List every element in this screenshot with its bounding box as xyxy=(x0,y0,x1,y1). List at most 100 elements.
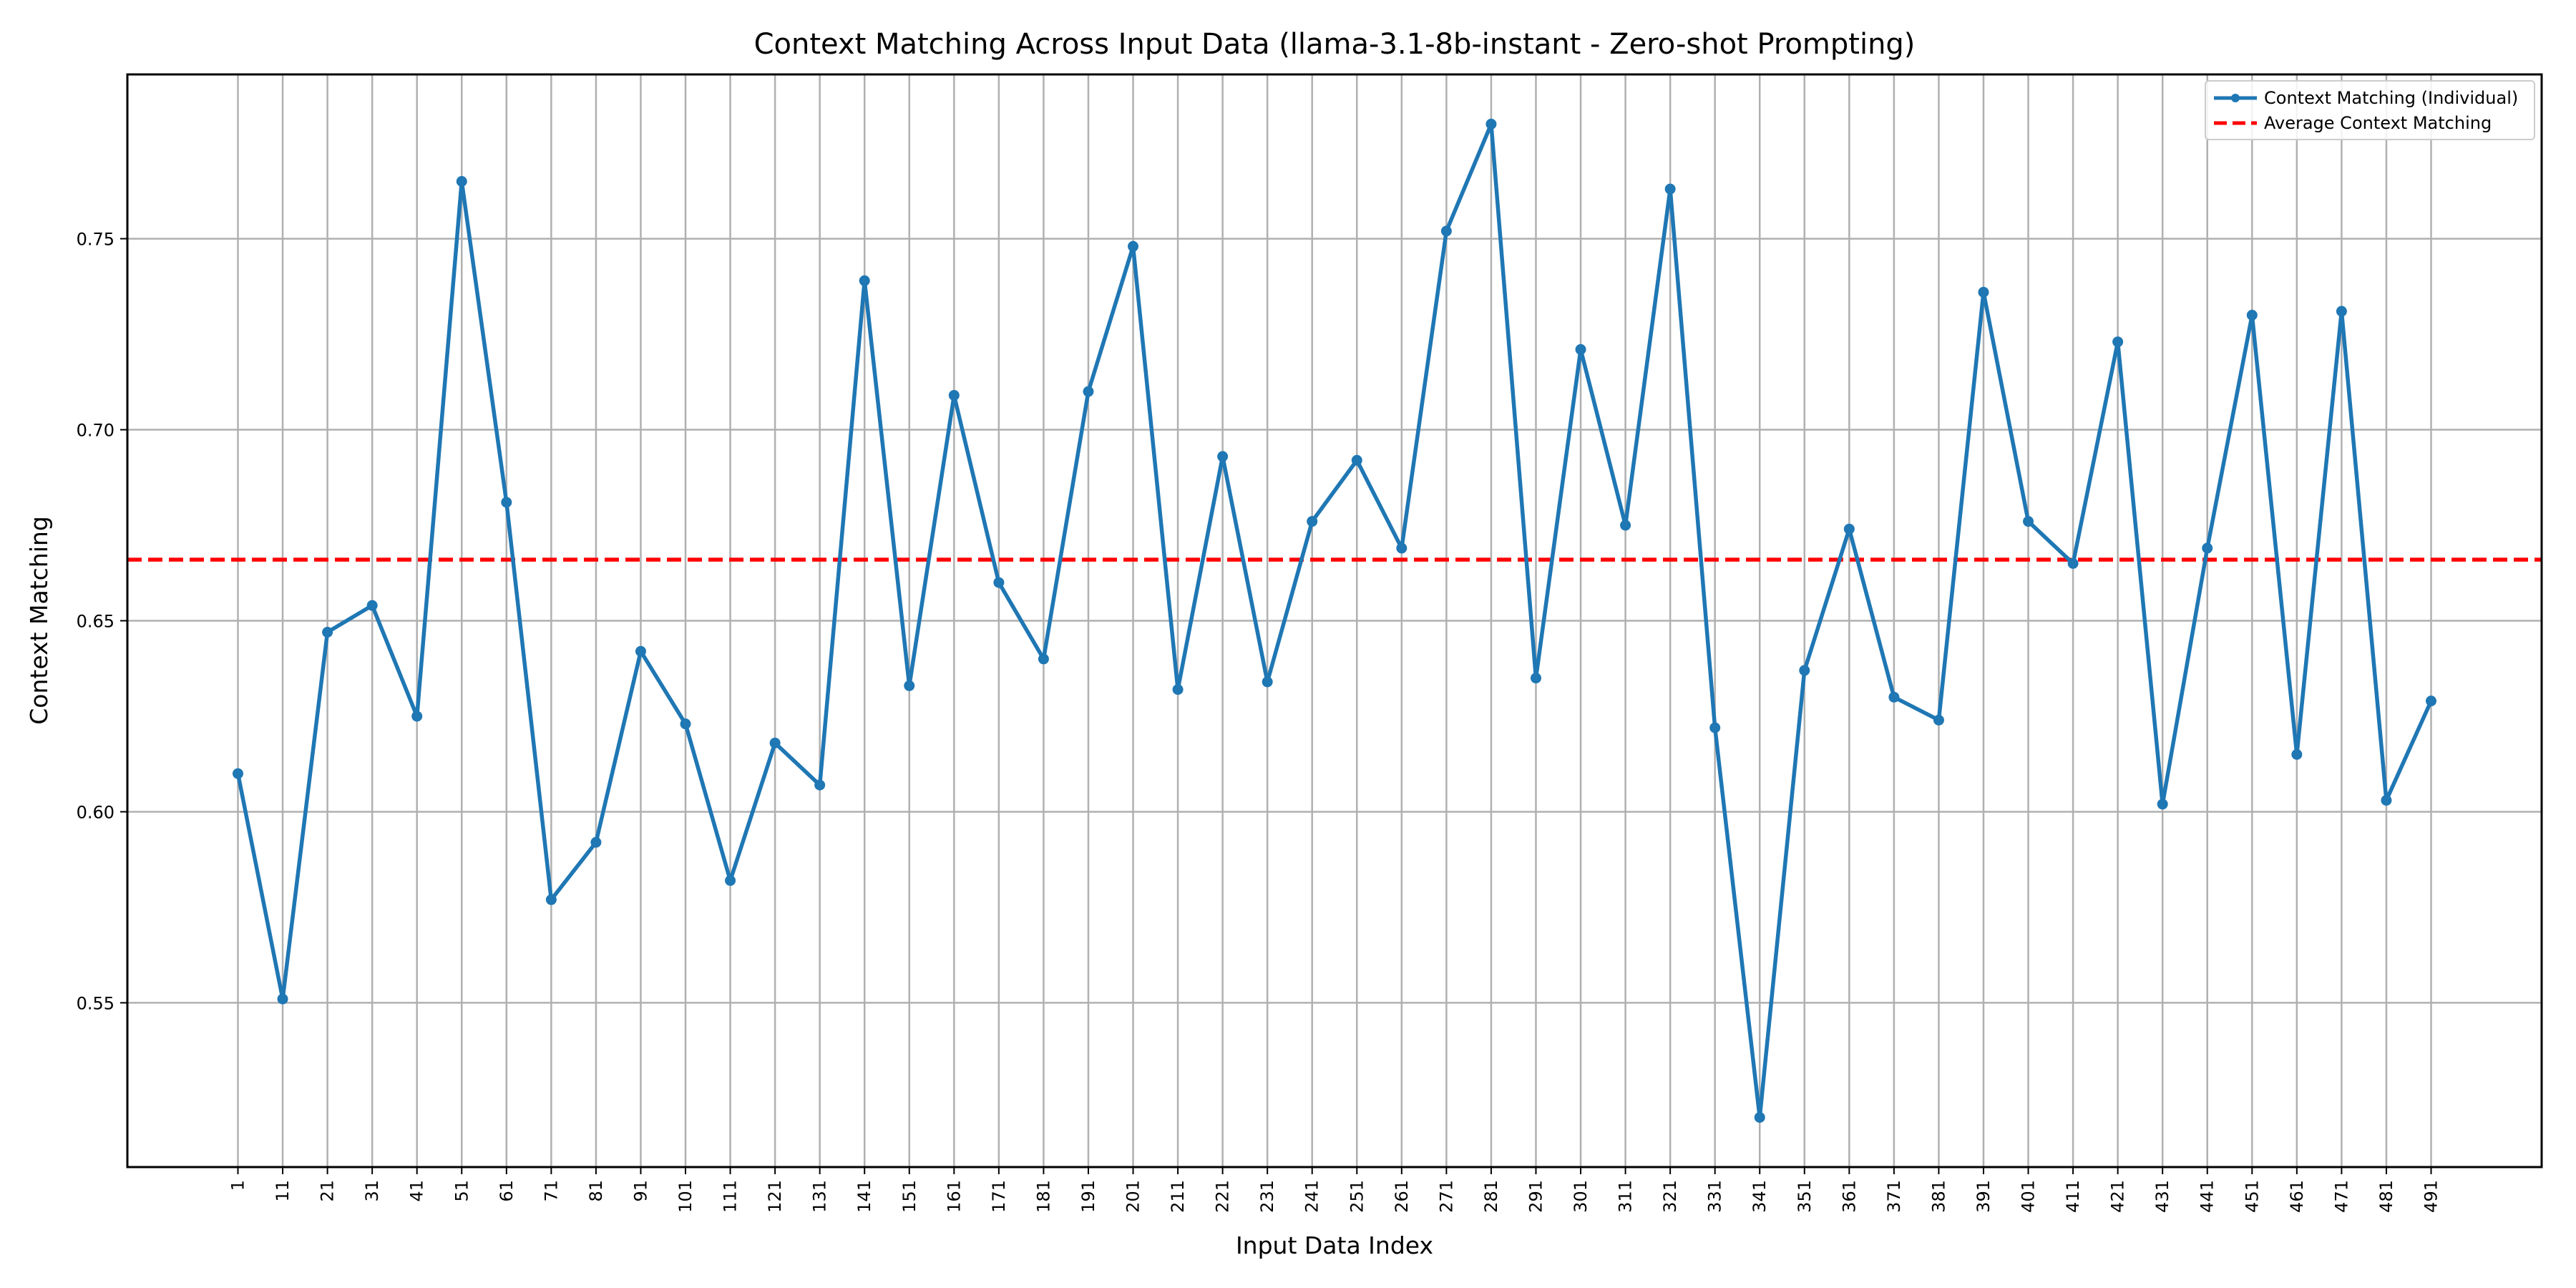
x-tick-label: 121 xyxy=(765,1180,785,1213)
data-point xyxy=(2426,696,2436,707)
x-tick-label: 381 xyxy=(1928,1180,1948,1213)
data-point xyxy=(366,600,378,611)
data-point xyxy=(1485,118,1497,130)
y-tick-label: 0.60 xyxy=(77,802,114,822)
data-point xyxy=(2336,306,2347,317)
data-point xyxy=(1978,286,1989,298)
x-tick-label: 451 xyxy=(2242,1180,2262,1213)
data-point xyxy=(1843,523,1855,535)
x-tick-label: 291 xyxy=(1526,1180,1546,1213)
data-point xyxy=(411,711,423,722)
series-line-individual xyxy=(235,122,2434,1120)
data-point xyxy=(1262,676,1273,688)
x-axis-ticks: 1 11 21 31 41 51 61 71 81 91 101 111 121 131 141 151 161… xyxy=(228,1167,2441,1213)
data-point xyxy=(2157,799,2168,810)
x-tick-label: 371 xyxy=(1884,1180,1904,1213)
data-point xyxy=(545,894,557,905)
x-tick-label: 51 xyxy=(452,1180,472,1202)
data-point xyxy=(2381,794,2392,806)
x-tick-label: 411 xyxy=(2063,1180,2083,1213)
x-tick-label: 131 xyxy=(810,1180,830,1213)
data-point xyxy=(680,718,691,730)
x-tick-label: 431 xyxy=(2152,1180,2172,1213)
data-point xyxy=(501,497,512,508)
data-point xyxy=(1038,653,1049,665)
x-tick-label: 231 xyxy=(1257,1180,1277,1213)
x-tick-label: 151 xyxy=(899,1180,919,1213)
x-tick-label: 301 xyxy=(1571,1180,1591,1213)
y-tick-label: 0.75 xyxy=(77,230,114,250)
x-tick-label: 251 xyxy=(1347,1180,1367,1213)
data-point xyxy=(635,645,646,657)
x-tick-label: 211 xyxy=(1168,1180,1188,1213)
data-point xyxy=(1128,240,1139,252)
data-point xyxy=(322,627,333,638)
x-tick-label: 81 xyxy=(586,1180,606,1202)
data-point xyxy=(2067,557,2079,569)
data-point xyxy=(1575,343,1586,355)
data-point xyxy=(2023,516,2034,527)
legend: Context Matching (Individual) Average Co… xyxy=(2205,80,2535,140)
data-point xyxy=(456,176,467,187)
data-point xyxy=(1172,684,1184,696)
data-point xyxy=(1083,386,1094,397)
x-tick-label: 391 xyxy=(1974,1180,1994,1213)
legend-box xyxy=(2205,80,2535,140)
data-point xyxy=(1620,519,1631,531)
x-tick-label: 181 xyxy=(1033,1180,1053,1213)
x-tick-label: 241 xyxy=(1302,1180,1322,1213)
data-point xyxy=(1664,183,1676,195)
data-point xyxy=(590,836,602,848)
y-axis-label: Context Matching xyxy=(25,516,53,725)
x-tick-label: 271 xyxy=(1436,1180,1456,1213)
x-tick-label: 171 xyxy=(989,1180,1009,1213)
x-tick-label: 71 xyxy=(541,1180,561,1202)
chart-title: Context Matching Across Input Data (llam… xyxy=(754,28,1916,61)
x-tick-label: 41 xyxy=(407,1180,427,1202)
series-group xyxy=(233,118,2436,1123)
x-tick-label: 281 xyxy=(1481,1180,1501,1213)
x-tick-label: 331 xyxy=(1705,1180,1725,1213)
x-tick-label: 201 xyxy=(1123,1180,1143,1213)
x-tick-label: 361 xyxy=(1839,1180,1859,1213)
data-point xyxy=(1799,665,1810,676)
data-point xyxy=(1440,225,1452,237)
x-tick-label: 161 xyxy=(944,1180,964,1213)
data-point xyxy=(1709,722,1721,733)
x-tick-label: 191 xyxy=(1078,1180,1098,1213)
legend-label-average: Average Context Matching xyxy=(2264,113,2492,133)
x-tick-label: 221 xyxy=(1213,1180,1233,1213)
x-tick-label: 491 xyxy=(2421,1180,2441,1213)
x-tick-label: 111 xyxy=(721,1180,741,1213)
data-point xyxy=(769,737,781,748)
x-tick-label: 31 xyxy=(362,1180,382,1202)
x-tick-label: 101 xyxy=(675,1180,696,1213)
data-point xyxy=(2291,748,2303,760)
x-tick-label: 341 xyxy=(1750,1180,1770,1213)
data-point xyxy=(277,993,288,1005)
data-point xyxy=(1933,714,1944,726)
y-tick-label: 0.65 xyxy=(77,612,114,632)
x-tick-label: 21 xyxy=(318,1180,338,1202)
data-point xyxy=(859,275,870,286)
x-tick-label: 351 xyxy=(1795,1180,1815,1213)
data-point xyxy=(1888,691,1900,703)
data-point xyxy=(1396,542,1407,554)
x-tick-label: 401 xyxy=(2019,1180,2039,1213)
x-tick-label: 1 xyxy=(228,1180,248,1191)
data-point xyxy=(2112,336,2124,348)
data-point xyxy=(2246,309,2258,321)
data-point xyxy=(1530,673,1541,684)
x-tick-label: 321 xyxy=(1660,1180,1680,1213)
x-tick-label: 481 xyxy=(2376,1180,2396,1213)
x-tick-label: 471 xyxy=(2331,1180,2351,1213)
data-point xyxy=(948,389,960,401)
data-point xyxy=(233,768,243,779)
legend-marker-individual xyxy=(2231,94,2240,102)
data-point xyxy=(1754,1112,1765,1123)
data-point xyxy=(814,779,826,791)
data-point xyxy=(904,680,915,691)
x-tick-label: 421 xyxy=(2108,1180,2128,1213)
data-point xyxy=(2202,542,2213,554)
grid xyxy=(127,74,2542,1167)
